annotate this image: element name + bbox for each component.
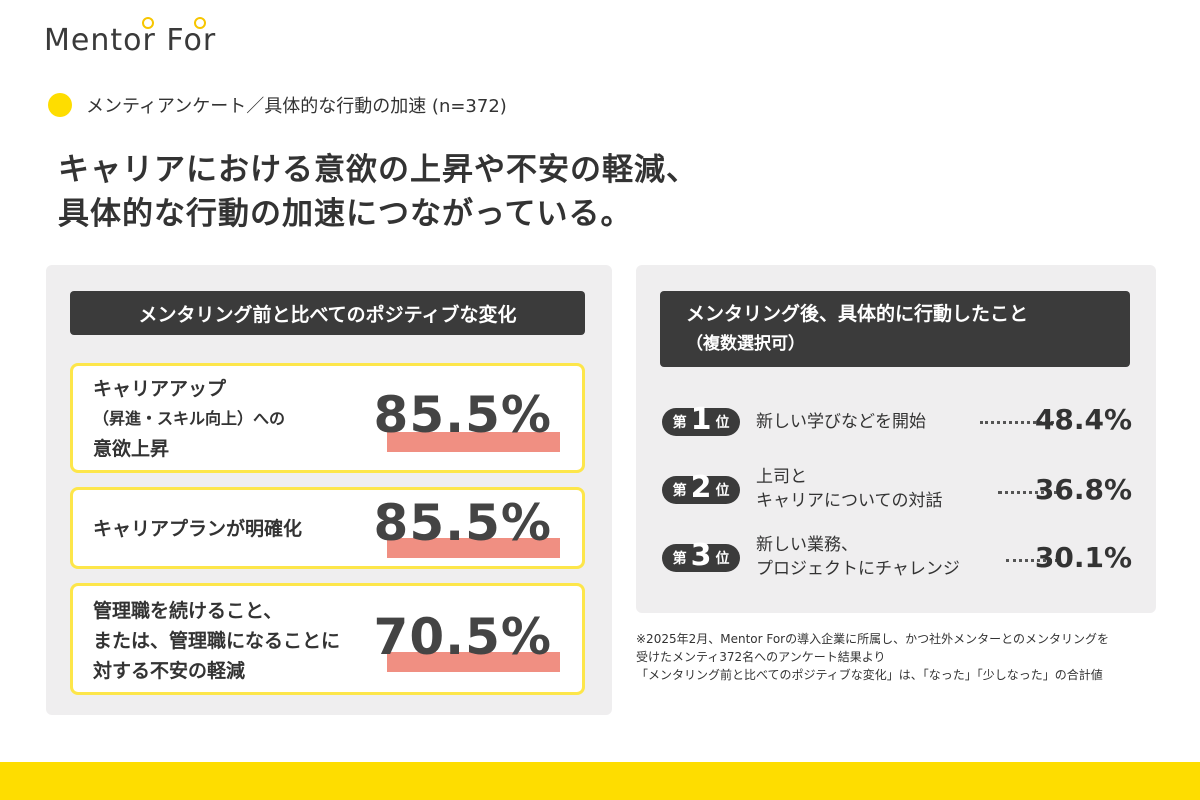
- stat-label-line: 管理職を続けること、: [93, 600, 283, 622]
- rank-prefix: 第: [672, 483, 687, 499]
- rank-number: 1: [690, 402, 712, 437]
- rank-label: 上司と キャリアについての対話: [756, 465, 943, 513]
- rank-prefix: 第: [672, 551, 687, 567]
- stat-underline-bar: [387, 432, 560, 452]
- rank-value: 30.1%: [1034, 541, 1132, 574]
- stat-value: 70.5%: [373, 608, 552, 666]
- footer-accent-bar: [0, 762, 1200, 800]
- rank-suffix: 位: [715, 551, 730, 567]
- rank-prefix: 第: [672, 415, 687, 431]
- dotted-leader: [980, 421, 1060, 424]
- subheading-text: メンティアンケート／具体的な行動の加速 (n=372): [86, 96, 507, 117]
- rank-number: 3: [690, 538, 712, 573]
- stat-underline-bar: [387, 538, 560, 558]
- stat-card-career-plan: キャリアプランが明確化 85.5%: [70, 487, 585, 569]
- rank-badge: 第 3 位: [662, 538, 740, 573]
- logo-accent-ring: [194, 17, 206, 29]
- dotted-leader: [998, 491, 1058, 494]
- positive-change-title: メンタリング前と比べてのポジティブな変化: [70, 291, 585, 335]
- rank-row-3: 第 3 位 新しい業務、 プロジェクトにチャレンジ 30.1%: [662, 535, 1132, 579]
- stat-label-line: 対する不安の軽減: [93, 660, 246, 682]
- stat-label-line: （昇進・スキル向上）への: [93, 409, 286, 428]
- logo-text: Mentor For: [44, 23, 217, 58]
- stat-label: キャリアアップ （昇進・スキル向上）への 意欲上昇: [93, 374, 285, 464]
- stat-underline-bar: [387, 652, 560, 672]
- rank-label-line: 新しい学びなどを開始: [756, 412, 926, 432]
- rank-row-1: 第 1 位 新しい学びなどを開始 48.4%: [662, 402, 1132, 439]
- rank-badge: 第 1 位: [662, 402, 740, 437]
- rank-badge: 第 2 位: [662, 470, 740, 505]
- rank-label-line: 新しい業務、: [756, 535, 858, 555]
- stat-card-management-anxiety: 管理職を続けること、 または、管理職になることに 対する不安の軽減 70.5%: [70, 583, 585, 695]
- page-title: キャリアにおける意欲の上昇や不安の軽減、 具体的な行動の加速につながっている。: [42, 148, 698, 242]
- actions-taken-panel: メンタリング後、具体的に行動したこと （複数選択可） 第 1 位 新しい学びなど…: [636, 265, 1156, 613]
- rank-suffix: 位: [715, 483, 730, 499]
- rank-value: 48.4%: [1034, 403, 1132, 436]
- footnote-line: ※2025年2月、Mentor Forの導入企業に所属し、かつ社外メンターとのメ…: [636, 632, 1109, 646]
- stat-label-line: キャリアアップ: [93, 378, 227, 400]
- positive-change-panel: メンタリング前と比べてのポジティブな変化 キャリアアップ （昇進・スキル向上）へ…: [46, 265, 612, 715]
- rank-number: 2: [690, 470, 712, 505]
- rank-value: 36.8%: [1034, 473, 1132, 506]
- stat-value: 85.5%: [373, 386, 552, 444]
- logo: Mentor For: [44, 17, 217, 58]
- dotted-leader: [1006, 559, 1058, 562]
- logo-accent-ring: [142, 17, 154, 29]
- footnote-line: 「メンタリング前と比べてのポジティブな変化」は、「なった」「少しなった」の合計値: [636, 668, 1103, 682]
- title-line-1: キャリアにおける意欲の上昇や不安の軽減、: [58, 152, 698, 188]
- rank-label-line: プロジェクトにチャレンジ: [756, 559, 960, 579]
- title-line-2-wrap: 具体的な行動の加速につながっている。: [42, 192, 641, 242]
- survey-subheading: メンティアンケート／具体的な行動の加速 (n=372): [48, 92, 507, 118]
- yellow-dot-icon: [48, 93, 72, 117]
- title-line-2: 具体的な行動の加速につながっている。: [58, 196, 633, 232]
- actions-title-sub: （複数選択可）: [686, 334, 805, 354]
- rank-label: 新しい学びなどを開始: [756, 410, 926, 434]
- rank-label-line: 上司と: [756, 467, 807, 487]
- stat-value: 85.5%: [373, 494, 552, 552]
- stat-label-line: キャリアプランが明確化: [93, 518, 303, 540]
- rank-label-line: キャリアについての対話: [756, 491, 943, 511]
- stat-card-career-up: キャリアアップ （昇進・スキル向上）への 意欲上昇 85.5%: [70, 363, 585, 473]
- rank-suffix: 位: [715, 415, 730, 431]
- actions-title-main: メンタリング後、具体的に行動したこと: [686, 303, 1029, 325]
- stat-label: 管理職を続けること、 または、管理職になることに 対する不安の軽減: [93, 596, 340, 686]
- stat-label-line: 意欲上昇: [93, 438, 170, 460]
- rank-label: 新しい業務、 プロジェクトにチャレンジ: [756, 533, 960, 581]
- footnote-line: 受けたメンティ372名へのアンケート結果より: [636, 650, 886, 664]
- actions-taken-title: メンタリング後、具体的に行動したこと （複数選択可）: [660, 291, 1130, 367]
- footnote: ※2025年2月、Mentor Forの導入企業に所属し、かつ社外メンターとのメ…: [636, 630, 1109, 684]
- stat-label-line: または、管理職になることに: [93, 630, 341, 652]
- stat-label: キャリアプランが明確化: [93, 514, 302, 544]
- rank-row-2: 第 2 位 上司と キャリアについての対話 36.8%: [662, 467, 1132, 511]
